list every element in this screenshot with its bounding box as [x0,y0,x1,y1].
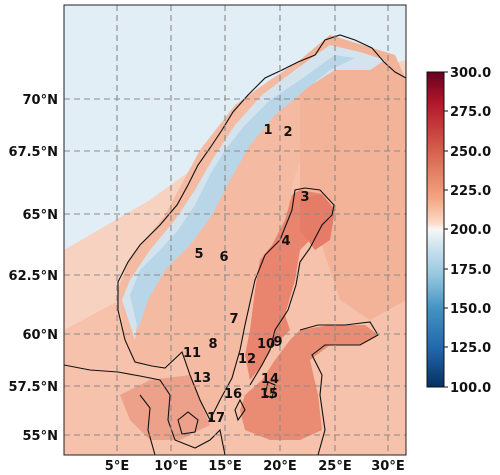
station-label: 4 [281,234,290,249]
colorbar-label-200: 200.0 [450,223,491,238]
station-label: 9 [273,335,282,350]
colorbar-label-250: 250.0 [450,145,491,160]
lon-label-25: 25°E [318,459,351,474]
station-label: 11 [183,346,201,361]
coast-scandinavia [117,34,406,422]
gridlines [64,5,406,455]
lat-label-55: 55°N [23,429,58,444]
station-label: 8 [208,337,217,352]
colorbar: 300.0 275.0 250.0 225.0 200.0 175.0 150.… [426,66,491,396]
field-baltic [240,325,378,440]
lat-label-60: 60°N [23,328,58,343]
station-label: 15 [260,387,278,402]
coast-jutland [64,364,226,455]
colorbar-ticks [444,71,448,388]
station-label: 2 [283,125,292,140]
lat-label-67-5: 67.5°N [9,145,58,160]
lat-label-70: 70°N [23,93,58,108]
station-labels: 1 2 3 4 5 6 7 8 9 10 11 12 13 14 15 16 1… [183,123,310,426]
latitude-labels: 70°N 67.5°N 65°N 62.5°N 60°N 57.5°N 55°N [9,93,58,444]
colorbar-label-150: 150.0 [450,302,491,317]
coast-gotland [264,381,276,399]
lon-label-30: 30°E [371,459,404,474]
longitude-labels: 5°E 10°E 15°E 20°E 25°E 30°E [105,459,405,474]
coast-zealand [177,411,199,435]
station-label: 7 [229,312,238,327]
station-label: 16 [224,387,242,402]
colorbar-label-125: 125.0 [450,341,491,356]
field-land-scandinavia [118,35,406,420]
lat-label-65: 65°N [23,208,58,223]
colorbar-label-300: 300.0 [450,66,491,81]
field-kattegat [120,375,210,440]
colorbar-label-175: 175.0 [450,263,491,278]
field-bothnian-bay [300,194,335,250]
coast-baltic-east [299,321,379,455]
station-label: 14 [261,372,279,387]
station-label: 13 [193,371,211,386]
station-label: 5 [194,247,203,262]
map-frame [63,4,407,456]
coast-oland [234,398,246,422]
colorbar-gradient [426,71,445,388]
station-label: 1 [263,123,272,138]
field-land-finland [300,35,406,320]
station-label: 3 [300,190,309,205]
coast-denmark [139,394,156,455]
colorbar-label-100: 100.0 [450,381,491,396]
lon-label-20: 20°E [263,459,296,474]
colorbar-label-275: 275.0 [450,105,491,120]
station-label: 6 [219,250,228,265]
coastlines [64,34,406,455]
lat-label-57-5: 57.5°N [9,380,58,395]
lon-label-15: 15°E [208,459,241,474]
lon-label-5: 5°E [105,459,129,474]
station-label: 12 [238,352,256,367]
lat-label-62-5: 62.5°N [9,269,58,284]
lon-label-10: 10°E [154,459,187,474]
station-label: 17 [207,411,225,426]
colorbar-label-225: 225.0 [450,184,491,199]
station-label: 10 [257,337,275,352]
